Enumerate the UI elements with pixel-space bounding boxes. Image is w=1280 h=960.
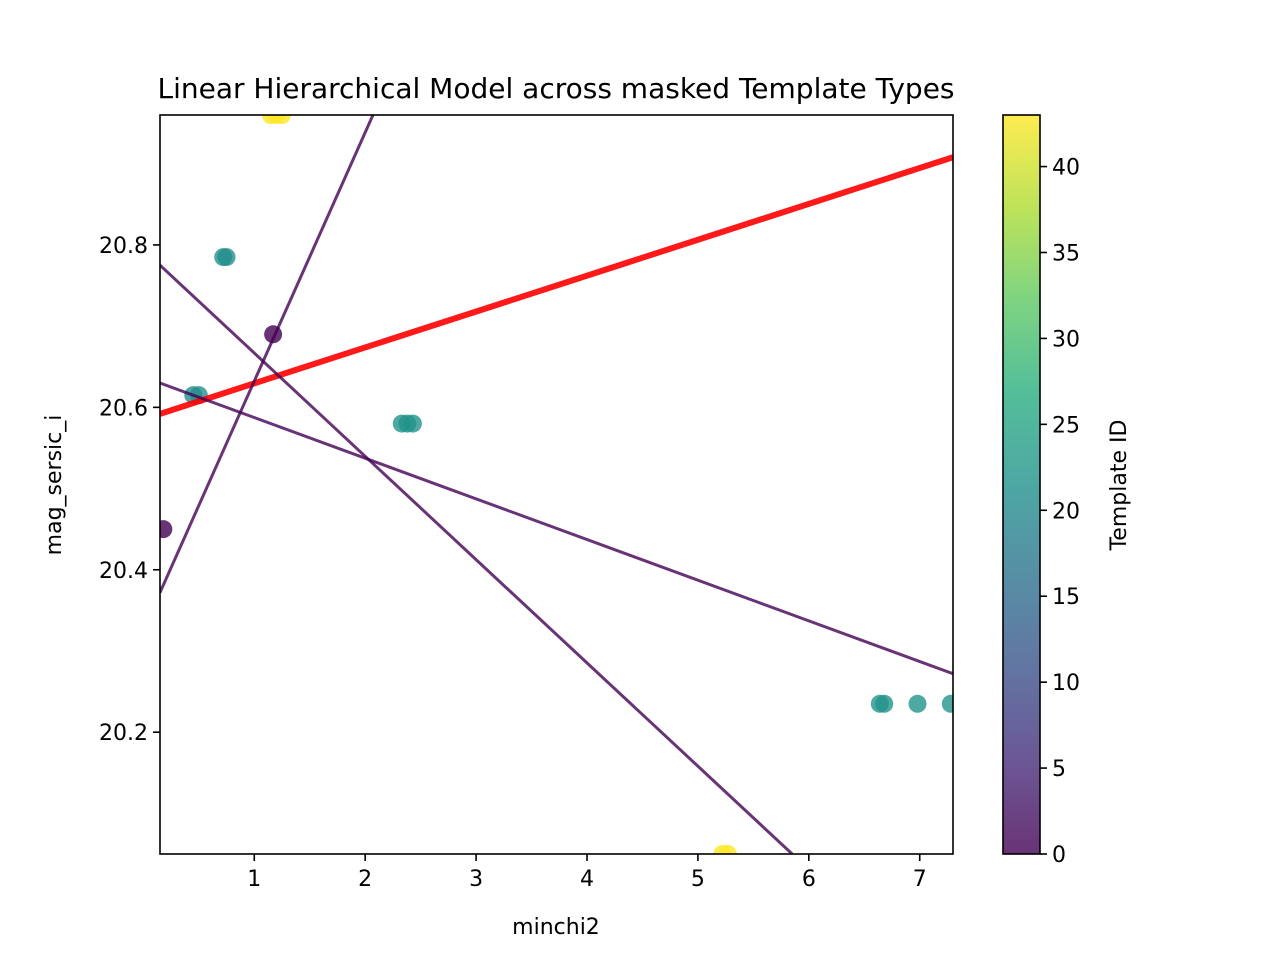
x-tick-label: 2 — [358, 867, 372, 892]
scatter-point — [941, 694, 953, 713]
scatter-point — [718, 845, 737, 854]
scatter-point — [908, 694, 927, 713]
colorbar-gradient — [1003, 115, 1040, 854]
colorbar-tick-label: 35 — [1052, 241, 1080, 266]
scatter-point — [160, 520, 173, 539]
scatter-point — [217, 248, 236, 267]
plot-area — [160, 115, 953, 854]
points-layer — [160, 115, 953, 854]
x-axis-label: minchi2 — [512, 915, 600, 940]
colorbar-tick-label: 15 — [1052, 585, 1080, 610]
colorbar-tick-label: 40 — [1052, 156, 1080, 181]
colorbar-tick-label: 30 — [1052, 327, 1080, 352]
x-tick-label: 3 — [469, 867, 483, 892]
y-axis-label: mag_sersic_i — [42, 415, 67, 556]
colorbar-frame — [1002, 114, 1041, 855]
scatter-point — [403, 414, 422, 433]
x-tick-label: 1 — [247, 867, 261, 892]
lines-layer — [160, 115, 953, 854]
group-fit-line — [160, 381, 953, 676]
colorbar-tick-label: 5 — [1052, 757, 1066, 782]
colorbar-label: Template ID — [1107, 420, 1132, 552]
scatter-point — [875, 694, 894, 713]
y-tick-label: 20.2 — [99, 721, 148, 746]
population-fit-line — [160, 154, 953, 417]
group-fit-line — [160, 115, 375, 594]
plot-frame — [159, 114, 954, 855]
colorbar-ticks: 0 5 10 15 20 25 30 35 40 — [1040, 156, 1080, 868]
x-tick-label: 5 — [691, 867, 705, 892]
colorbar-tick-label: 0 — [1052, 843, 1066, 868]
scatter-point — [273, 115, 291, 124]
x-axis-ticks: 1 2 3 4 5 6 7 — [247, 854, 927, 892]
x-tick-label: 7 — [913, 867, 927, 892]
y-tick-label: 20.8 — [99, 234, 148, 259]
colorbar-tick-label: 25 — [1052, 413, 1080, 438]
x-tick-label: 4 — [580, 867, 594, 892]
colorbar: 0 5 10 15 20 25 30 35 40 Template ID — [1002, 114, 1132, 868]
group-fit-line — [160, 264, 794, 854]
chart-title: Linear Hierarchical Model across masked … — [157, 72, 954, 105]
y-tick-label: 20.4 — [99, 559, 148, 584]
x-tick-label: 6 — [802, 867, 816, 892]
y-axis-ticks: 20.2 20.4 20.6 20.8 — [99, 234, 160, 746]
colorbar-tick-label: 20 — [1052, 499, 1080, 524]
y-tick-label: 20.6 — [99, 396, 148, 421]
colorbar-tick-label: 10 — [1052, 671, 1080, 696]
